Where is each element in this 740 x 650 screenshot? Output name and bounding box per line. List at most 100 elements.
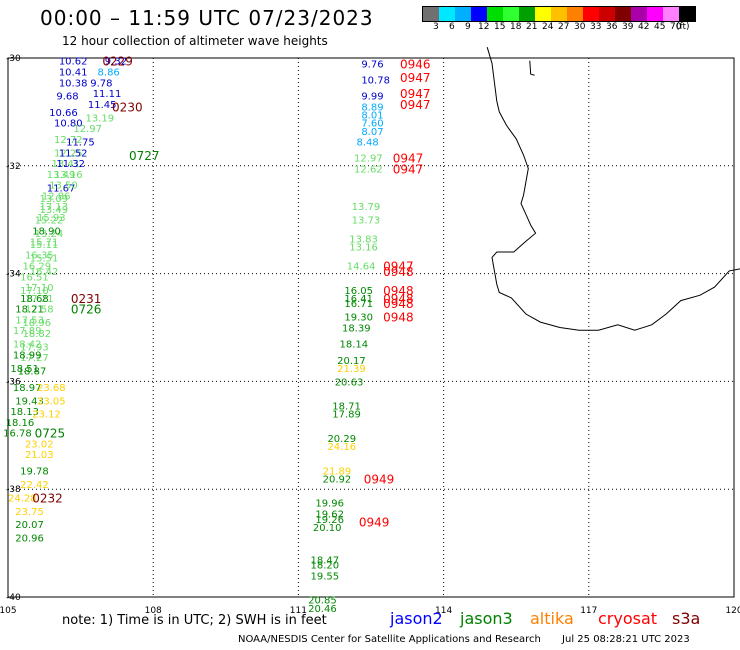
legend-swatch	[535, 7, 551, 21]
wave-height-reading: 10.62	[59, 57, 88, 68]
wave-height-reading: 19.26	[315, 515, 344, 526]
pass-time-label: 0949	[364, 472, 395, 486]
wave-height-reading: 8.01	[361, 111, 383, 122]
pass-time-label: 0725	[35, 427, 66, 441]
wave-height-reading: 19.55	[311, 571, 340, 582]
wave-height-reading: 20.63	[335, 377, 364, 388]
legend-tick-label: 70	[670, 22, 682, 32]
island-outline	[529, 60, 535, 76]
wave-height-reading: 12.72	[54, 135, 83, 146]
wave-height-reading: 9.78	[90, 78, 112, 89]
pass-time-label: 0948	[383, 284, 414, 298]
wave-height-reading: 18.90	[32, 226, 61, 237]
wave-height-reading: 20.85	[308, 596, 337, 607]
legend-tick-label: 30	[574, 22, 586, 32]
map-frame	[7, 57, 735, 598]
pass-time-label: 0948	[383, 265, 414, 279]
wave-height-reading: 18.99	[13, 350, 42, 361]
wave-height-reading: 24.28	[8, 493, 37, 504]
longitude-tick-label: 105	[0, 606, 17, 616]
wave-height-reading: 17.58	[25, 305, 54, 316]
wave-height-reading: 8.89	[361, 103, 383, 114]
wave-height-reading: 7.60	[361, 119, 383, 130]
wave-height-reading: 21.03	[25, 450, 54, 461]
pass-time-label: 0232	[32, 491, 63, 505]
legend-tick-label: 27	[558, 22, 570, 32]
legend-tick-label: 21	[526, 22, 538, 32]
pass-time-label: 0947	[383, 260, 414, 274]
wave-height-reading: 19.43	[15, 396, 44, 407]
wave-height-reading: 13.19	[85, 113, 114, 124]
wave-height-reading: 23.75	[15, 507, 44, 518]
wave-height-reading: 20.96	[15, 534, 44, 545]
legend-tick-label: 6	[449, 22, 455, 32]
wave-height-reading: 10.38	[59, 78, 88, 89]
pass-time-label: 0948	[383, 292, 414, 306]
legend-tick-label: 36	[606, 22, 618, 32]
satellite-cryosat-label: cryosat	[598, 609, 658, 628]
pass-time-label: 0948	[383, 311, 414, 325]
pass-time-label: 0947	[400, 87, 431, 101]
wave-height-reading: 16.78	[3, 429, 32, 440]
wave-height-reading: 13.50	[49, 181, 78, 192]
wave-height-reading: 17.89	[332, 410, 361, 421]
wave-height-reading: 16.71	[344, 299, 373, 310]
longitude-tick-label: 111	[290, 606, 307, 616]
wave-height-reading: 13.09	[39, 194, 68, 205]
wave-height-reading: 18.21	[15, 305, 44, 316]
wave-height-reading: 17.13	[39, 202, 68, 213]
legend-swatch	[519, 7, 535, 21]
wave-height-reading: 12.25	[54, 148, 83, 159]
wave-height-reading: 22.42	[20, 480, 49, 491]
wave-height-reading: 9.32	[105, 57, 127, 68]
wave-height-reading: 17.89	[13, 326, 42, 337]
pass-time-label: 0727	[129, 149, 160, 163]
wave-height-reading: 23.05	[37, 396, 66, 407]
wave-height-reading: 17.93	[20, 342, 49, 353]
latitude-tick-label: -30	[6, 54, 21, 64]
legend-swatch	[439, 7, 455, 21]
wave-height-reading: 20.29	[327, 434, 356, 445]
footer-credit: NOAA/NESDIS Center for Satellite Applica…	[238, 634, 690, 645]
wave-height-reading: 10.78	[361, 76, 390, 87]
wave-height-reading: 9.68	[56, 92, 78, 103]
wave-height-reading: 20.10	[313, 523, 342, 534]
wave-height-reading: 19.78	[20, 466, 49, 477]
legend-tick-label: 12	[478, 22, 490, 32]
latitude-tick-label: -38	[6, 485, 21, 495]
legend-swatch	[663, 7, 679, 21]
legend-swatch	[599, 7, 615, 21]
wave-height-reading: 16.35	[25, 251, 54, 262]
legend-swatch	[455, 7, 471, 21]
wave-height-reading: 11.32	[56, 159, 85, 170]
pass-time-label: 0229	[102, 55, 133, 69]
wave-height-reading: 15.51	[30, 253, 59, 264]
pass-time-label: 0947	[400, 71, 431, 85]
latitude-tick-label: -36	[6, 377, 21, 387]
legend-swatch	[471, 7, 487, 21]
legend-swatch	[679, 7, 695, 21]
legend-swatch	[551, 7, 567, 21]
wave-height-reading: 9.99	[361, 92, 383, 103]
wave-height-reading: 18.96	[23, 318, 52, 329]
wave-height-reading: 16.41	[344, 294, 373, 305]
wave-height-reading: 13.49	[47, 170, 76, 181]
wave-height-reading: 13.79	[352, 202, 381, 213]
wave-height-reading: 13.73	[352, 216, 381, 227]
wave-height-reading: 18.68	[20, 294, 49, 305]
wave-height-reading: 18.14	[340, 340, 369, 351]
wave-height-reading: 9.76	[361, 59, 383, 70]
wave-height-reading: 19.30	[344, 313, 373, 324]
legend-tick-label: 33	[590, 22, 602, 32]
pass-time-label: 0948	[383, 297, 414, 311]
legend-swatch	[487, 7, 503, 21]
legend-swatch	[631, 7, 647, 21]
legend-tick-label: 15	[494, 22, 506, 32]
wave-height-reading: 17.10	[25, 283, 54, 294]
wave-height-reading: 23.12	[32, 410, 61, 421]
australia-coastline	[486, 47, 740, 331]
pass-time-label: 0230	[112, 101, 143, 115]
wave-height-reading: 13.49	[39, 205, 68, 216]
wave-height-reading: 10.66	[49, 108, 78, 119]
longitude-tick-label: 120	[725, 606, 740, 616]
